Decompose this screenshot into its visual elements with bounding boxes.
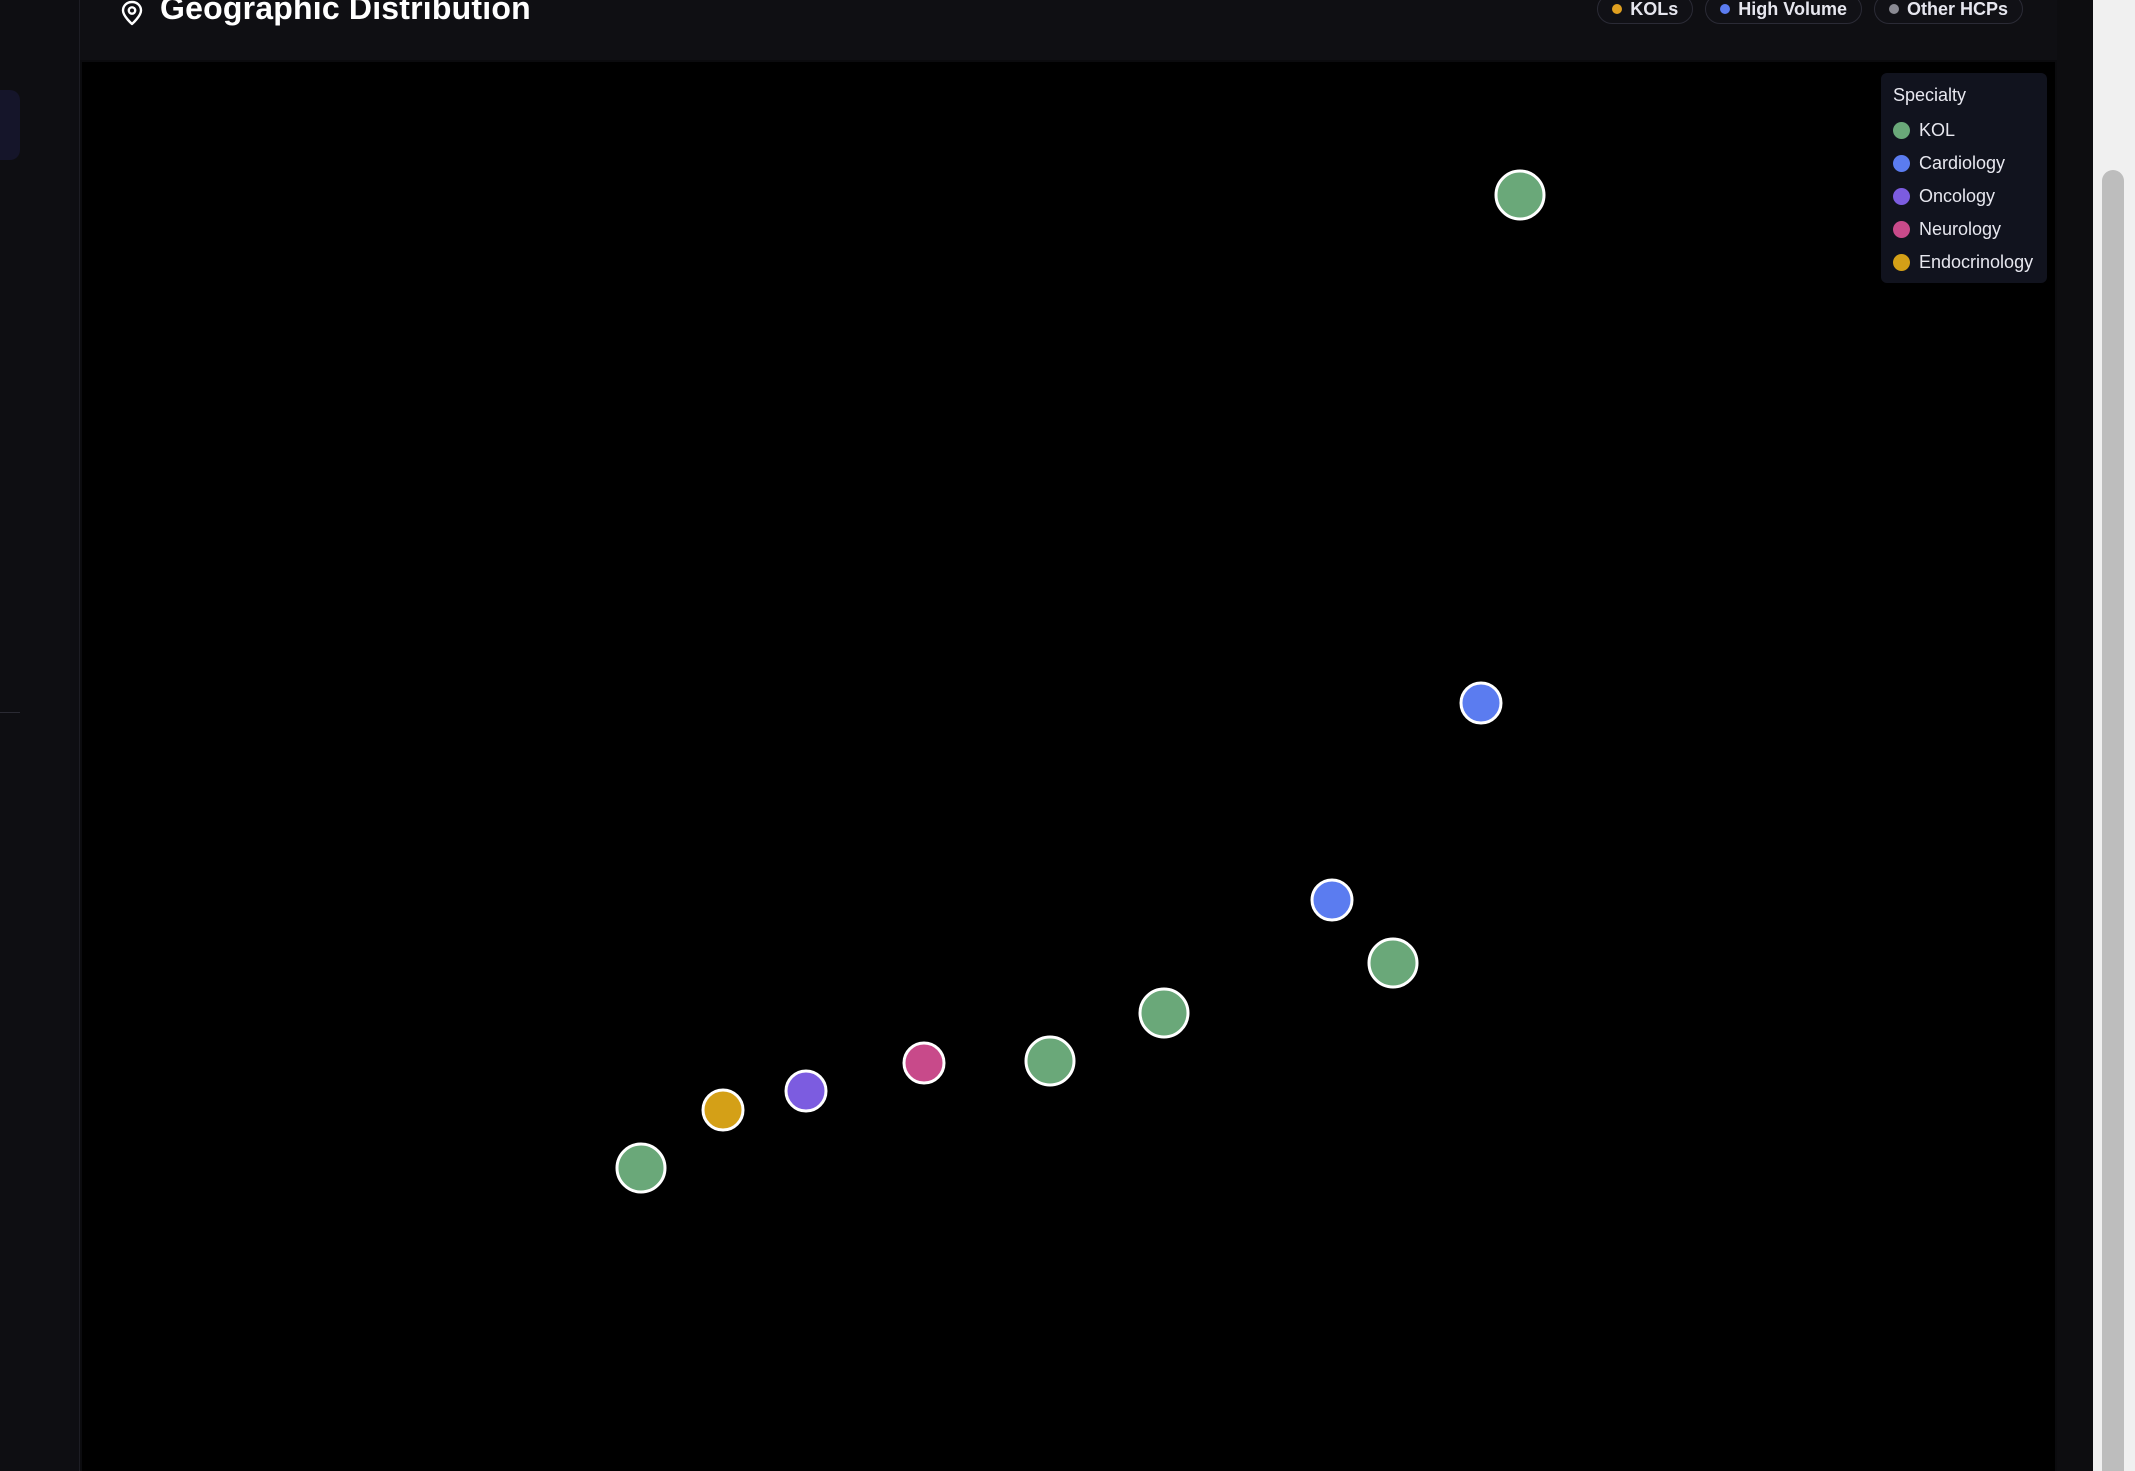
map-marker-kol[interactable] xyxy=(1138,987,1190,1039)
legend-swatch-kol xyxy=(1893,122,1910,139)
chip-high-volume[interactable]: High Volume xyxy=(1705,0,1862,24)
legend-swatch-cardiology xyxy=(1893,155,1910,172)
legend-label-endocrinology: Endocrinology xyxy=(1919,252,2034,272)
legend-swatch-oncology xyxy=(1893,188,1910,205)
chip-kols[interactable]: KOLs xyxy=(1597,0,1694,24)
map-marker-kol[interactable] xyxy=(615,1142,667,1194)
sidebar-active-item[interactable] xyxy=(0,90,20,160)
map-pin-icon xyxy=(121,0,143,26)
geographic-distribution-card: Geographic Distribution KOLs High Volume… xyxy=(80,0,2057,1471)
legend-item-endocrinology: Endocrinology xyxy=(1893,246,2035,279)
legend-swatch-neurology xyxy=(1893,221,1910,238)
chip-kols-dot xyxy=(1612,4,1623,14)
chip-other-hcps[interactable]: Other HCPs xyxy=(1873,0,2023,24)
map-marker-kol[interactable] xyxy=(1494,169,1546,221)
legend-label-kol: KOL xyxy=(1919,120,1956,140)
map-marker-kol[interactable] xyxy=(1367,937,1419,989)
map-marker-cardiology[interactable] xyxy=(1459,681,1503,725)
map-marker-endocrinology[interactable] xyxy=(701,1088,745,1132)
chip-other-hcps-label: Other HCPs xyxy=(1906,0,2008,19)
map-canvas[interactable]: Specialty KOL Cardiology Oncology Neurol… xyxy=(82,62,2055,1471)
sidebar-divider xyxy=(0,712,20,713)
legend-label-cardiology: Cardiology xyxy=(1919,153,2006,173)
chip-high-volume-label: High Volume xyxy=(1738,0,1847,19)
scrollbar-thumb[interactable] xyxy=(2102,170,2124,1471)
legend-item-oncology: Oncology xyxy=(1893,180,2035,213)
card-header: Geographic Distribution KOLs High Volume… xyxy=(80,0,2057,60)
legend-label-oncology: Oncology xyxy=(1919,186,1996,206)
legend-item-neurology: Neurology xyxy=(1893,213,2035,246)
specialty-legend: Specialty KOL Cardiology Oncology Neurol… xyxy=(1881,73,2047,283)
left-sidebar xyxy=(0,0,80,1471)
legend-item-cardiology: Cardiology xyxy=(1893,147,2035,180)
chip-high-volume-dot xyxy=(1720,4,1731,14)
legend-label-neurology: Neurology xyxy=(1919,219,2002,239)
card-title: Geographic Distribution xyxy=(160,0,531,26)
legend-title: Specialty xyxy=(1893,85,1967,105)
chip-kols-label: KOLs xyxy=(1630,0,1679,19)
chip-other-hcps-dot xyxy=(1888,4,1899,14)
map-marker-neurology[interactable] xyxy=(902,1041,946,1085)
legend-swatch-endocrinology xyxy=(1893,254,1910,271)
map-marker-cardiology[interactable] xyxy=(1310,878,1354,922)
legend-item-kol: KOL xyxy=(1893,114,2035,147)
map-marker-kol[interactable] xyxy=(1024,1035,1076,1087)
right-gutter xyxy=(2057,0,2093,1471)
map-markers-layer xyxy=(615,169,1546,1194)
map-marker-oncology[interactable] xyxy=(784,1069,828,1113)
filter-chips: KOLs High Volume Other HCPs xyxy=(1597,0,2023,24)
